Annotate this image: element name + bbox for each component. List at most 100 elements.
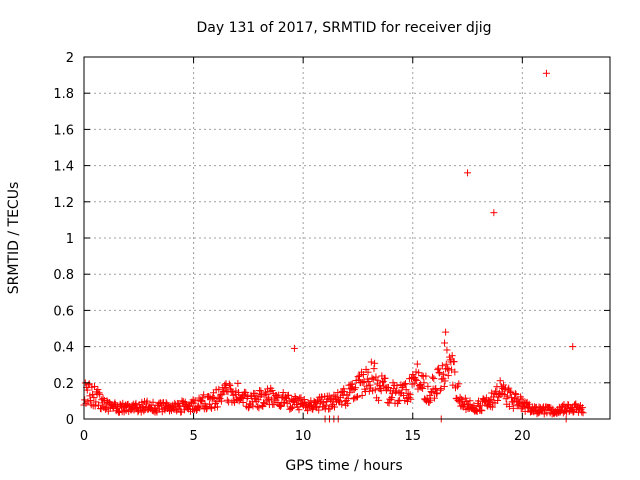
data-point	[353, 393, 361, 401]
data-point	[217, 397, 225, 405]
data-point	[411, 375, 419, 383]
data-point	[355, 372, 363, 380]
y-tick-label: 0.2	[53, 377, 74, 392]
data-point	[379, 378, 387, 386]
data-point	[569, 343, 577, 351]
data-point	[223, 396, 231, 404]
data-point	[455, 380, 463, 388]
data-point	[422, 372, 430, 380]
data-point	[350, 386, 358, 394]
data-point	[366, 381, 374, 389]
data-point	[430, 375, 438, 383]
data-point	[338, 400, 346, 408]
data-point	[521, 407, 529, 415]
data-point	[221, 384, 229, 392]
data-point	[277, 402, 285, 410]
data-point	[507, 393, 515, 401]
data-point	[435, 368, 443, 376]
data-point	[500, 391, 508, 399]
data-point	[257, 387, 265, 395]
data-point	[578, 404, 586, 412]
data-point	[352, 384, 360, 392]
data-point	[350, 395, 358, 403]
data-point	[443, 346, 451, 354]
y-tick-label: 1.2	[53, 196, 74, 211]
data-point	[559, 402, 567, 410]
data-point	[198, 394, 206, 402]
data-point	[149, 398, 157, 406]
data-point	[509, 404, 517, 412]
data-point	[430, 394, 438, 402]
data-point	[347, 381, 355, 389]
data-point	[442, 328, 450, 336]
data-point	[215, 385, 223, 393]
data-point	[288, 403, 296, 411]
y-tick-label: 1.6	[53, 123, 74, 138]
data-point	[402, 380, 410, 388]
data-point	[417, 383, 425, 391]
data-point	[132, 399, 140, 407]
data-point	[496, 377, 504, 385]
data-point	[444, 364, 452, 372]
data-point	[91, 402, 99, 410]
data-point	[448, 352, 456, 360]
data-point	[374, 376, 382, 384]
data-point	[511, 390, 519, 398]
y-tick-label: 2	[66, 51, 74, 66]
data-point	[96, 390, 104, 398]
data-point	[191, 397, 199, 405]
data-point	[507, 389, 515, 397]
x-tick-label: 10	[295, 429, 312, 444]
data-point	[512, 390, 520, 398]
data-point	[436, 369, 444, 377]
data-point	[438, 362, 446, 370]
y-tick-label: 0.4	[53, 341, 74, 356]
data-point	[235, 388, 243, 396]
data-point	[451, 368, 459, 376]
data-point	[217, 391, 225, 399]
data-point	[478, 407, 486, 415]
data-point	[450, 358, 458, 366]
data-point	[331, 403, 339, 411]
data-point	[466, 397, 474, 405]
data-point	[441, 377, 449, 385]
data-point	[365, 377, 373, 385]
data-point	[542, 69, 550, 77]
data-point	[278, 394, 286, 402]
data-point	[114, 407, 122, 415]
data-point	[300, 395, 308, 403]
data-point	[83, 386, 91, 394]
data-point	[287, 405, 295, 413]
data-point	[368, 374, 376, 382]
data-point	[503, 392, 511, 400]
data-point	[434, 364, 442, 372]
x-tick-label: 0	[80, 429, 88, 444]
data-point	[440, 382, 448, 390]
data-point	[444, 372, 452, 380]
data-point	[253, 392, 261, 400]
y-tick-label: 1.4	[53, 160, 74, 175]
data-point	[419, 384, 427, 392]
data-point	[344, 399, 352, 407]
data-point	[346, 389, 354, 397]
data-point	[413, 360, 421, 368]
data-point	[534, 409, 542, 417]
data-point	[522, 399, 530, 407]
data-point	[377, 387, 385, 395]
data-point	[402, 386, 410, 394]
data-point	[279, 388, 287, 396]
data-point	[284, 391, 292, 399]
data-point	[470, 401, 478, 409]
data-point	[505, 384, 513, 392]
data-point	[242, 388, 250, 396]
data-point	[436, 386, 444, 394]
data-point	[518, 395, 526, 403]
data-point	[359, 378, 367, 386]
data-point	[413, 376, 421, 384]
data-point	[226, 382, 234, 390]
data-point	[394, 397, 402, 405]
data-point	[400, 391, 408, 399]
data-point	[339, 391, 347, 399]
data-point	[307, 397, 315, 405]
